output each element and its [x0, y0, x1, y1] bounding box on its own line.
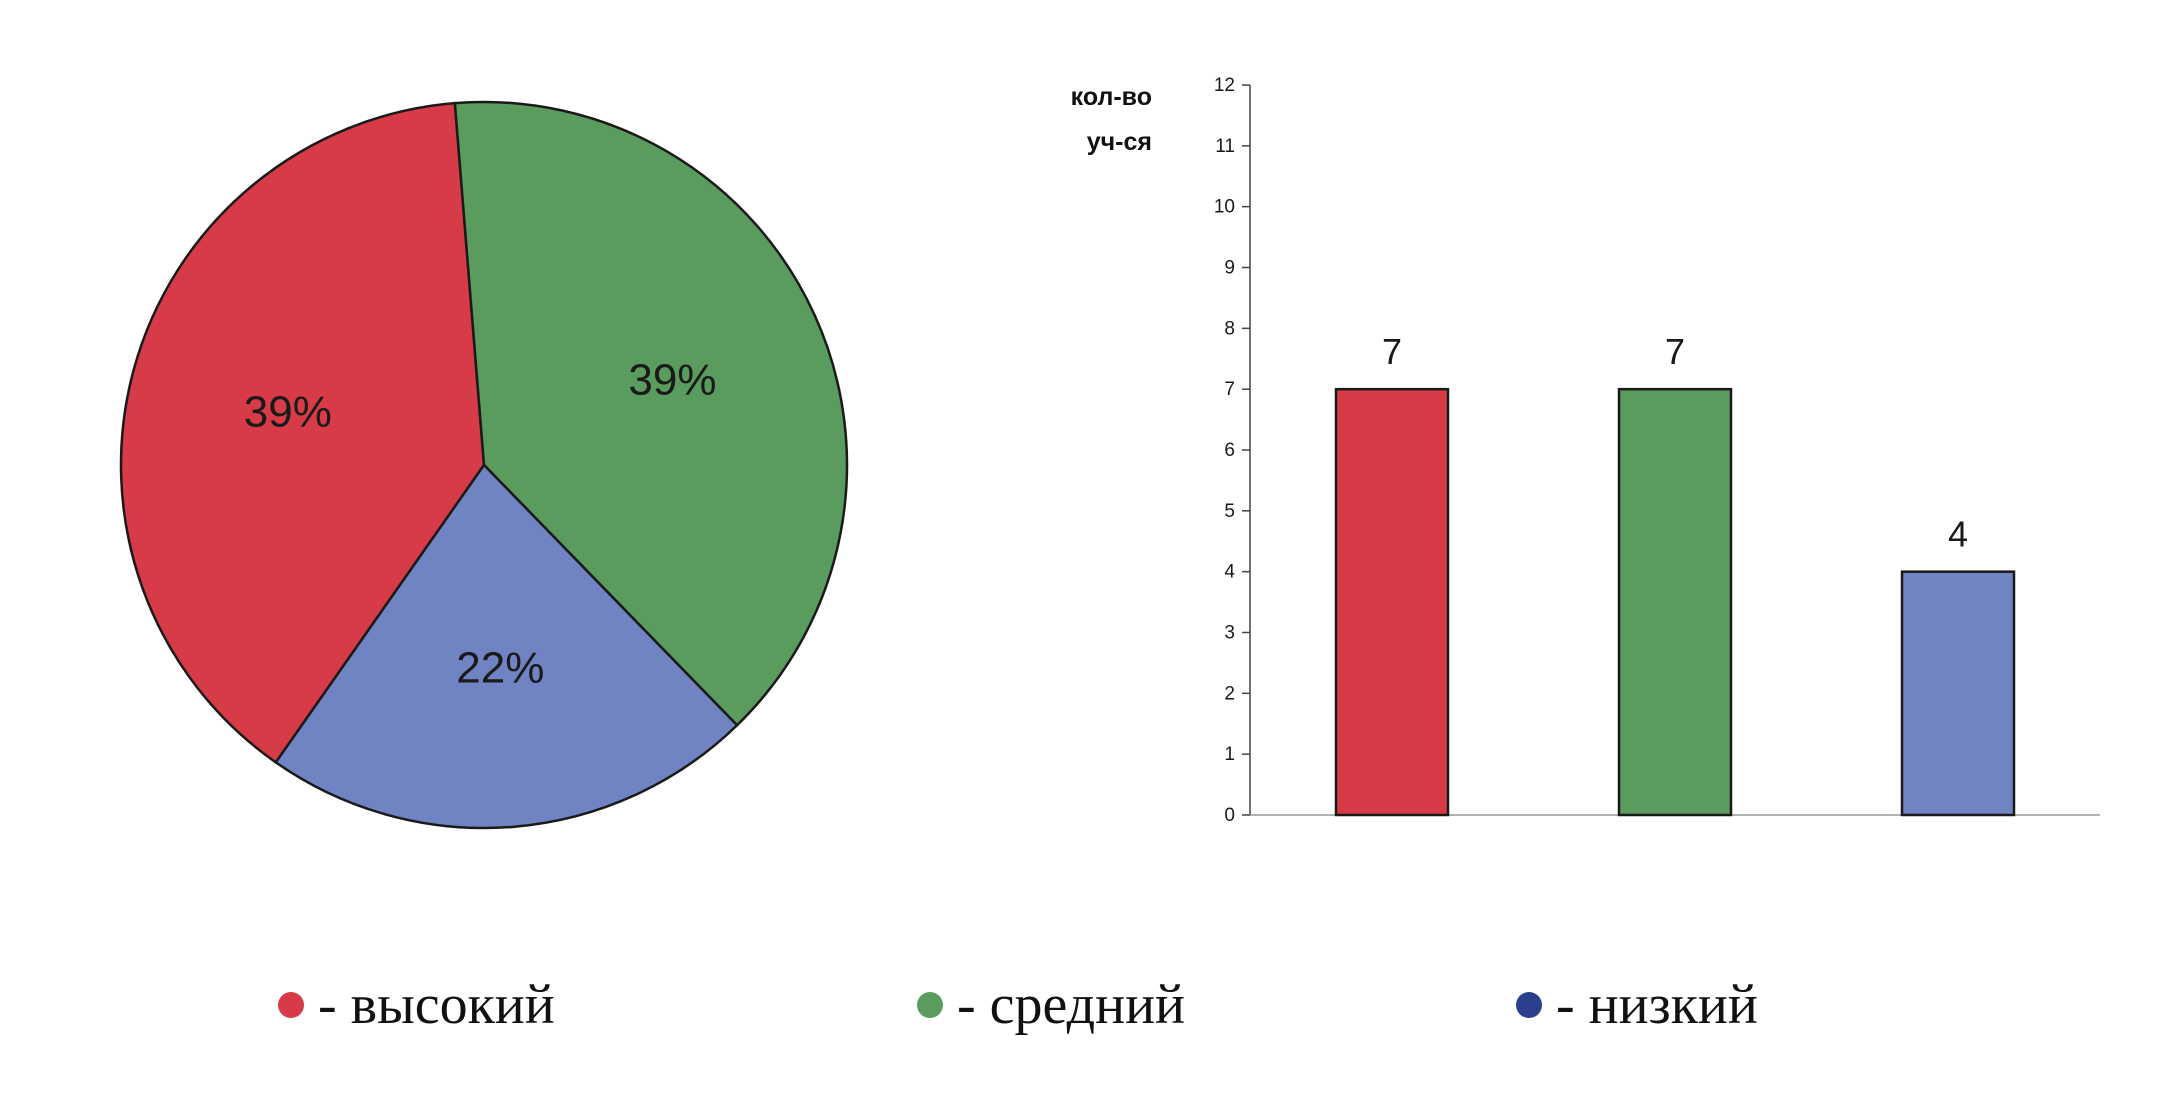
legend-dot-medium: [917, 992, 943, 1018]
y-tick-label: 11: [1215, 136, 1235, 157]
y-tick-label: 4: [1224, 562, 1235, 583]
y-axis-title: кол-во: [1071, 83, 1152, 111]
y-tick-label: 2: [1224, 683, 1235, 704]
y-tick-label: 1: [1224, 744, 1235, 765]
legend-dot-high: [278, 992, 304, 1018]
y-tick-label: 9: [1224, 258, 1235, 279]
pie-chart: 39% 39% 22%: [119, 100, 849, 830]
bar-high: [1334, 387, 1450, 817]
y-tick-label: 10: [1214, 197, 1235, 218]
legend-item-high: - высокий: [278, 974, 555, 1036]
bar-value-label: 4: [1948, 514, 1968, 555]
y-tick-label: 12: [1214, 75, 1235, 96]
y-tick-label: 5: [1224, 501, 1235, 522]
pie-slice-low: [274, 463, 739, 830]
bar-low: [1900, 570, 2016, 817]
y-axis-title: уч-ся: [1087, 128, 1152, 156]
pie-slice-high: [119, 101, 486, 765]
legend-label-high: - высокий: [318, 974, 555, 1036]
y-tick-label: 8: [1224, 318, 1235, 339]
pie-slice-medium: [453, 100, 849, 728]
pie-label-medium: 39%: [628, 356, 716, 405]
legend-item-low: - низкий: [1516, 974, 1758, 1036]
y-tick-label: 0: [1224, 805, 1235, 826]
bar-value-label: 7: [1382, 331, 1402, 372]
legend-label-medium: - средний: [957, 974, 1186, 1036]
y-tick-label: 6: [1224, 440, 1235, 461]
pie-label-high: 39%: [244, 388, 332, 437]
y-tick-label: 7: [1224, 379, 1235, 400]
bar-value-label: 7: [1665, 331, 1685, 372]
bar-medium: [1617, 387, 1733, 817]
legend-label-low: - низкий: [1556, 974, 1758, 1036]
legend-dot-low: [1516, 992, 1542, 1018]
pie-label-low: 22%: [456, 644, 544, 693]
legend-item-medium: - средний: [917, 974, 1186, 1036]
y-tick-label: 3: [1224, 623, 1235, 644]
